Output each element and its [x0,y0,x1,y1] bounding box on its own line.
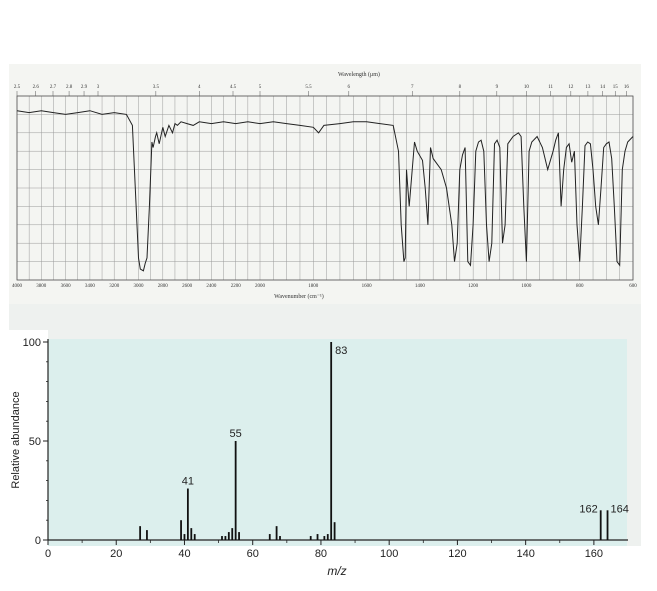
ir-wavelength-tick-label: 10 [524,85,530,90]
ir-wavenumber-tick-label: 1400 [415,284,426,289]
ms-x-tick-label: 0 [45,548,51,560]
ir-wavelength-tick-label: 7 [411,85,414,90]
ir-wavelength-tick-label: 5 [259,85,262,90]
ms-axes [47,339,628,541]
ir-wavenumber-tick-label: 4000 [12,284,23,289]
ir-wavenumber-tick-label: 2000 [255,284,266,289]
ir-wavenumber-ticks: 4000 3800 3600 3400 3200 3000 2800 2600 2400 2200… [12,284,637,289]
ir-wavelength-tick-label: 14 [600,85,606,90]
ir-wavenumber-tick-label: 1200 [468,284,479,289]
ms-peak-label-55: 55 [230,428,242,440]
ir-wavenumber-tick-label: 3400 [85,284,96,289]
ir-wavenumber-tick-label: 3200 [109,284,120,289]
ir-wavelength-tick-label: 13 [585,85,591,90]
ms-y-tick-label: 50 [29,436,41,448]
ir-wavelength-tick-label: 11 [548,85,553,90]
ms-peak-labels: 41 55 83 162 164 [182,345,629,515]
ms-peak-label-41: 41 [182,476,194,488]
ir-wavelength-tick-label: 12 [568,85,574,90]
ir-wavenumber-tick-label: 2800 [158,284,169,289]
ms-x-tick-label: 140 [516,548,534,560]
ms-x-ticks: 0 20 40 60 80 100 120 140 160 [45,540,603,560]
ir-wavelength-tick-label: 5.5 [305,85,312,90]
ir-wavenumber-tick-label: 1000 [521,284,532,289]
ir-wavelength-tick-label: 2.6 [33,85,40,90]
ir-wavelength-tick-label: 2.8 [66,85,73,90]
ir-wavelength-tick-label: 2.7 [50,85,57,90]
ms-y-tick-label: 0 [35,535,41,547]
mass-spectrum-chart: 0 50 100 0 20 40 60 80 100 120 140 160 41 55 83 162 16… [0,330,657,580]
ir-wavenumber-tick-label: 3000 [134,284,145,289]
ms-plot-background [48,339,627,546]
ir-wavelength-tick-label: 2.9 [81,85,88,90]
ir-wavenumber-tick-label: 1600 [362,284,373,289]
ir-wavenumber-tick-label: 2400 [206,284,217,289]
ir-wavenumber-tick-label: 600 [629,284,637,289]
ir-wavenumber-tick-label: 800 [576,284,584,289]
ir-wavenumber-tick-label: 3800 [36,284,47,289]
ms-peak-label-164: 164 [611,503,629,515]
ms-x-tick-label: 120 [448,548,466,560]
ms-peak-label-83: 83 [335,345,347,357]
ir-wavelength-axis-title: Wavelength (μm) [338,71,380,78]
ir-wavenumber-tick-label: 3600 [61,284,72,289]
ir-transmittance-trace [16,110,634,272]
ir-paper [9,64,641,304]
ms-x-tick-label: 80 [315,548,327,560]
ms-x-tick-label: 160 [585,548,603,560]
ms-x-axis-title: m/z [327,564,346,578]
ir-spectrum-chart: 2.5 2.6 2.7 2.8 2.9 3 3.5 4 4.5 5 5.5 6 7 8 9 10 11 12 13 1… [9,64,641,304]
ir-wavelength-tick-label: 16 [624,85,630,90]
ir-wavelength-tick-label: 3.5 [153,85,160,90]
ir-wavelength-tick-label: 2.5 [14,85,21,90]
ms-y-axis-title: Relative abundance [10,391,22,488]
ms-peak-label-162: 162 [579,503,597,515]
ir-wavenumber-tick-label: 2600 [182,284,193,289]
ir-wavelength-tick-label: 15 [613,85,619,90]
ms-x-tick-label: 60 [247,548,259,560]
ir-wavelength-tick-label: 9 [496,85,499,90]
ir-wavenumber-tick-label: 1800 [308,284,319,289]
ir-frame [16,95,634,281]
ms-peaks [139,342,609,540]
ms-y-ticks: 0 50 100 [23,337,48,547]
ms-x-tick-label: 20 [110,548,122,560]
ms-y-tick-label: 100 [23,337,41,349]
ms-x-tick-label: 100 [380,548,398,560]
ms-x-tick-label: 40 [178,548,190,560]
ir-wavelength-tick-label: 6 [348,85,351,90]
ir-wavelength-tick-label: 4 [198,85,201,90]
ir-wavenumber-tick-label: 2200 [231,284,242,289]
ir-wavelength-tick-label: 4.5 [230,85,237,90]
ms-left-margin [0,330,48,580]
ir-wavelength-ticks: 2.5 2.6 2.7 2.8 2.9 3 3.5 4 4.5 5 5.5 6 7 8 9 10 11 12 13 1… [14,85,629,96]
ir-wavelength-tick-label: 8 [459,85,462,90]
ir-wavelength-tick-label: 3 [97,85,100,90]
ir-wavenumber-axis-title: Wavenumber (cm⁻¹) [274,293,324,300]
ms-bottom-margin [48,546,657,580]
